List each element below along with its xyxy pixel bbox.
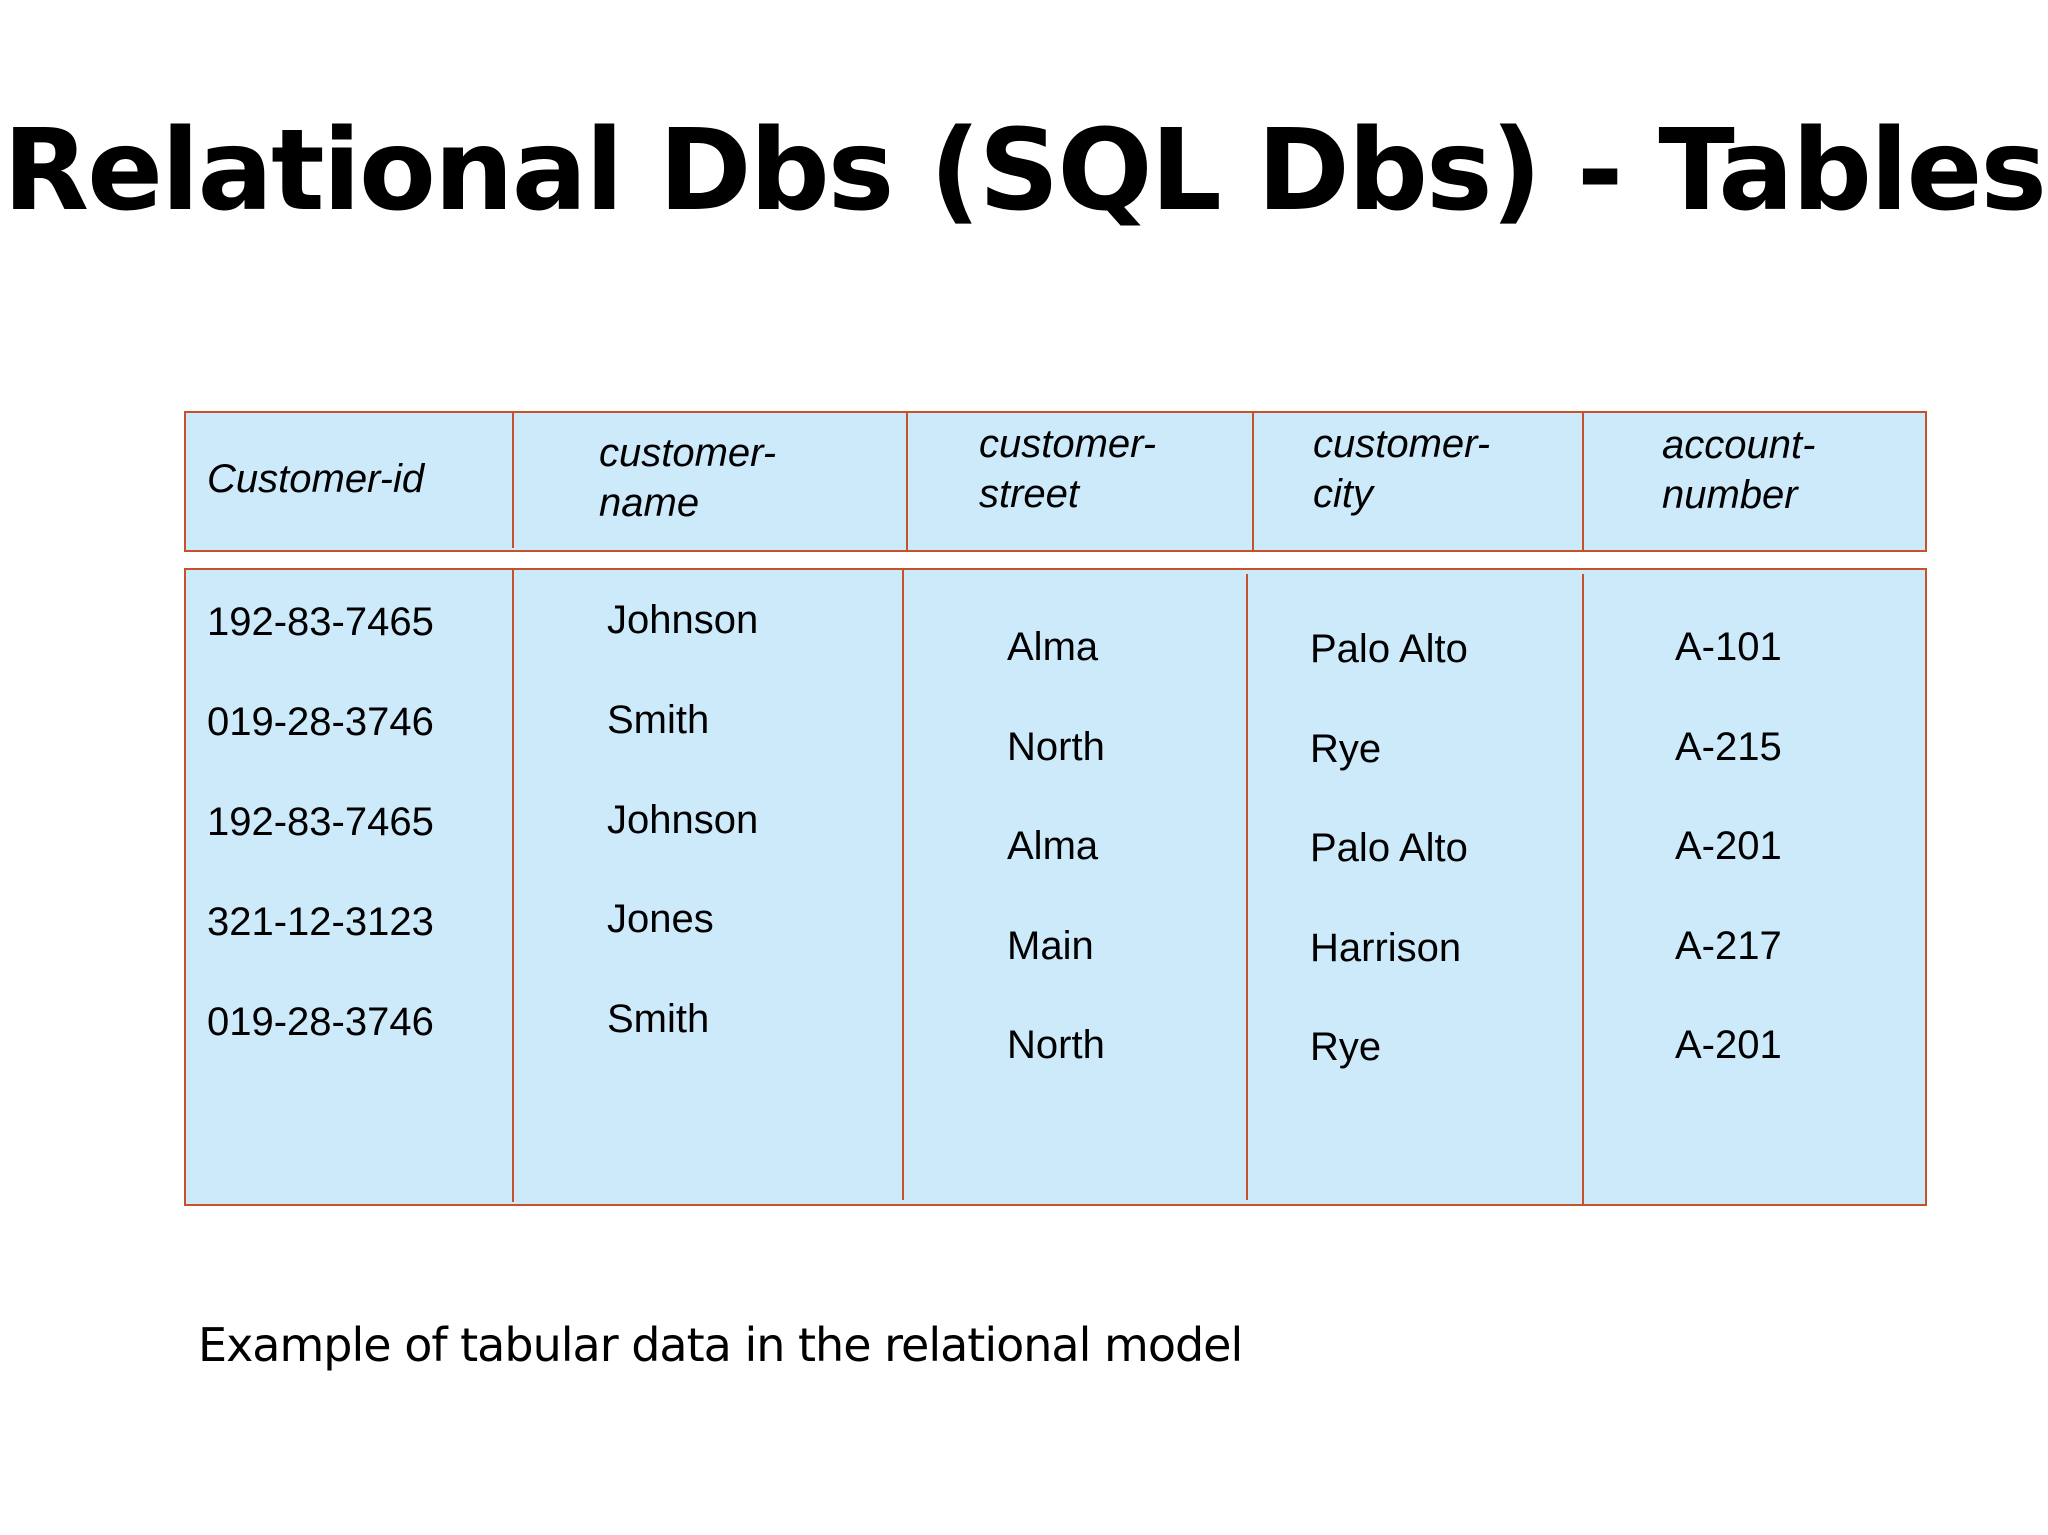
- table-cell-customer-street: North: [1007, 725, 1105, 769]
- column-header-customer-street: customer- street: [979, 422, 1157, 516]
- table-header: [184, 411, 1927, 552]
- table-body: [184, 568, 1927, 1206]
- table-cell-account-number: A-101: [1675, 625, 1782, 669]
- table-cell-customer-city: Rye: [1310, 1025, 1382, 1069]
- table-cell-customer-city: Rye: [1310, 727, 1382, 771]
- table-cell-customer-name: Johnson: [607, 598, 759, 642]
- header-divider: [512, 413, 514, 548]
- header-divider: [1252, 413, 1254, 550]
- body-divider: [902, 570, 904, 1200]
- body-divider: [1582, 574, 1584, 1204]
- body-divider: [1246, 574, 1248, 1200]
- slide-title: Relational Dbs (SQL Dbs) - Tables: [2, 106, 2047, 236]
- table-cell-customer-name: Smith: [607, 997, 710, 1041]
- table-cell-customer-id: 192-83-7465: [207, 800, 434, 844]
- table-cell-customer-name: Johnson: [607, 798, 759, 842]
- table-cell-customer-city: Palo Alto: [1310, 826, 1468, 870]
- table-cell-customer-street: Alma: [1007, 824, 1099, 868]
- table-cell-customer-id: 019-28-3746: [207, 1000, 434, 1044]
- column-header-customer-city: customer- city: [1313, 422, 1491, 516]
- table-cell-customer-city: Harrison: [1310, 926, 1462, 970]
- body-divider: [512, 570, 514, 1202]
- table-cell-customer-street: Alma: [1007, 625, 1099, 669]
- table-cell-account-number: A-201: [1675, 824, 1782, 868]
- column-header-account-number: account- number: [1662, 423, 1816, 517]
- table-cell-customer-id: 019-28-3746: [207, 700, 434, 744]
- table-cell-customer-city: Palo Alto: [1310, 627, 1468, 671]
- slide-caption: Example of tabular data in the relationa…: [198, 1318, 1243, 1372]
- table-cell-customer-street: Main: [1007, 924, 1094, 968]
- table-cell-account-number: A-217: [1675, 924, 1782, 968]
- column-header-customer-name: customer- name: [599, 431, 777, 525]
- header-divider: [906, 413, 908, 550]
- table-cell-customer-id: 321-12-3123: [207, 900, 434, 944]
- table-cell-customer-name: Jones: [607, 897, 714, 941]
- table-cell-account-number: A-201: [1675, 1023, 1782, 1067]
- column-header-customer-id: Customer-id: [207, 457, 425, 501]
- header-divider: [1582, 413, 1584, 550]
- table-cell-customer-name: Smith: [607, 698, 710, 742]
- table-cell-customer-id: 192-83-7465: [207, 600, 434, 644]
- table-cell-customer-street: North: [1007, 1023, 1105, 1067]
- table-cell-account-number: A-215: [1675, 725, 1782, 769]
